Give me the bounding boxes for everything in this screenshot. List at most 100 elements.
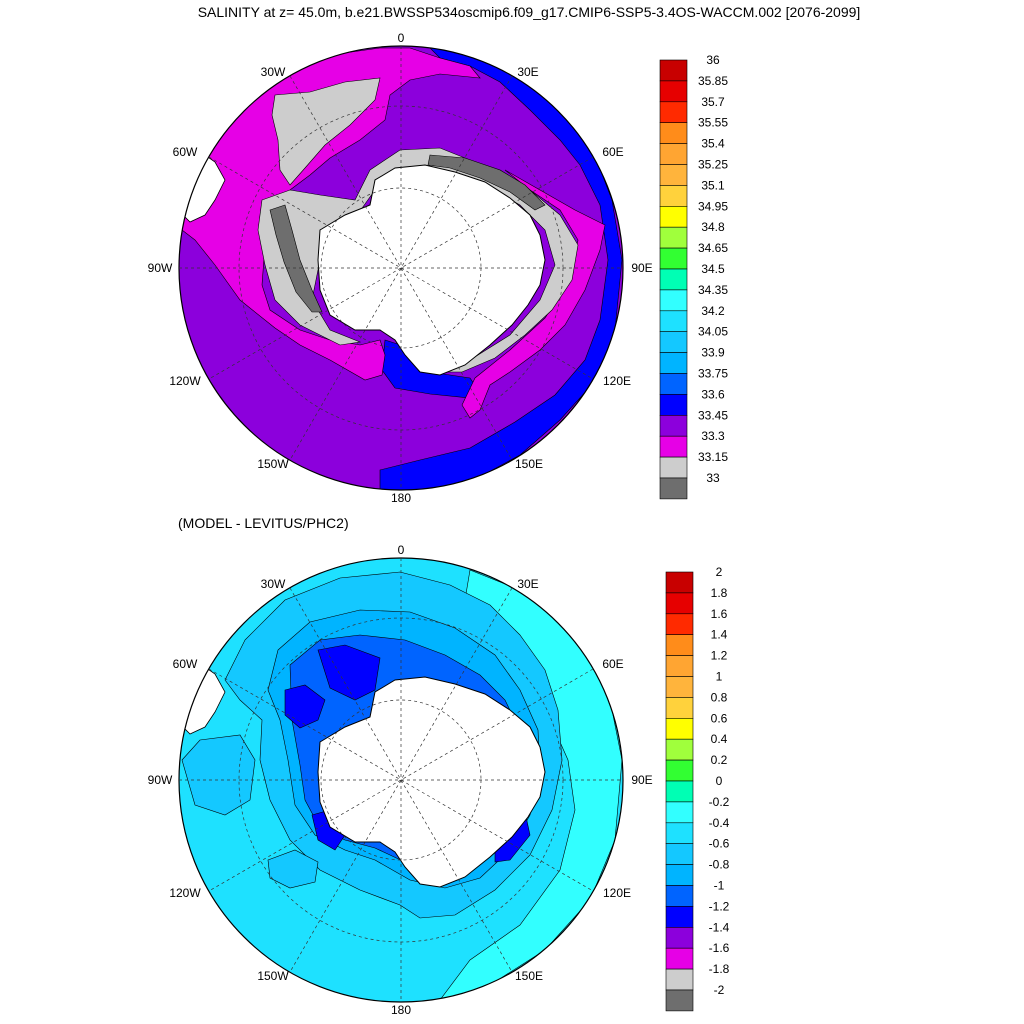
longitude-label: 30W bbox=[261, 577, 286, 591]
longitude-label: 30E bbox=[517, 577, 538, 591]
colorbar-swatch bbox=[659, 394, 688, 416]
colorbar-tick-label: -1.8 bbox=[709, 962, 730, 976]
colorbar-swatch bbox=[659, 122, 688, 144]
salinity-grey-shelf-weddell bbox=[271, 77, 381, 186]
colorbar-tick-label: 34.5 bbox=[701, 262, 725, 276]
longitude-label: 30E bbox=[517, 65, 538, 79]
difference-band-1.2-north bbox=[317, 644, 381, 701]
colorbar-swatch bbox=[659, 59, 688, 82]
colorbar-tick-label: 34.05 bbox=[698, 325, 728, 339]
colorbar-swatch bbox=[665, 989, 694, 1012]
colorbar-swatch bbox=[665, 822, 694, 844]
colorbar-tick-label: 33.45 bbox=[698, 408, 728, 422]
colorbar-tick-label: -2 bbox=[714, 983, 725, 997]
colorbar-tick-label: 2 bbox=[716, 565, 723, 579]
colorbar-swatch bbox=[665, 864, 694, 886]
longitude-label: 150W bbox=[257, 457, 289, 471]
colorbar-tick-label: 1.6 bbox=[711, 607, 728, 621]
colorbar-swatch bbox=[665, 571, 694, 594]
difference-panel: 0 30E 60E 90E 120E 150E 180 150W 120W 90W 60W 30W 2… bbox=[148, 543, 730, 1017]
longitude-label: 90W bbox=[148, 773, 173, 787]
colorbar-tick-label: 1 bbox=[716, 670, 723, 684]
colorbar-swatch bbox=[665, 717, 694, 740]
longitude-label: 60E bbox=[602, 145, 623, 159]
colorbar-swatch bbox=[659, 101, 688, 124]
longitude-label: 120W bbox=[169, 886, 201, 900]
colorbar-tick-label: 34.95 bbox=[698, 199, 728, 213]
colorbar-tick-label: 33.15 bbox=[698, 450, 728, 464]
colorbar-swatch bbox=[665, 947, 694, 970]
colorbar-swatch bbox=[665, 926, 694, 949]
longitude-label: 90E bbox=[631, 773, 652, 787]
colorbar-tick-label: 34.8 bbox=[701, 220, 725, 234]
colorbar-tick-label: 34.35 bbox=[698, 283, 728, 297]
colorbar-tick-label: -0.6 bbox=[709, 837, 730, 851]
longitude-label: 120E bbox=[603, 374, 631, 388]
colorbar-swatch bbox=[665, 613, 694, 635]
colorbar-tick-label: -1 bbox=[714, 879, 725, 893]
colorbar-swatch bbox=[665, 801, 694, 824]
longitude-label: 30W bbox=[261, 65, 286, 79]
colorbar-tick-label: 35.1 bbox=[701, 178, 725, 192]
colorbar-tick-label: 33.9 bbox=[701, 346, 725, 360]
salinity-dark-grey-coast-west bbox=[269, 204, 323, 313]
difference-patch-southwest bbox=[267, 849, 319, 889]
colorbar-tick-label: -1.2 bbox=[709, 899, 730, 913]
colorbar-tick-label: 0.4 bbox=[711, 732, 728, 746]
longitude-label: 90E bbox=[631, 261, 652, 275]
colorbar-swatch bbox=[659, 80, 688, 103]
salinity-grey-shelf-ring bbox=[257, 147, 579, 373]
colorbar-tick-label: 0 bbox=[716, 774, 723, 788]
colorbar-tick-label: 0.8 bbox=[711, 690, 728, 704]
longitude-label: 90W bbox=[148, 261, 173, 275]
figure-title: SALINITY at z= 45.0m, b.e21.BWSSP534oscm… bbox=[198, 4, 861, 20]
salinity-panel: 0 30E 60E 90E 120E 150E 180 150W 120W 90W 60W 30W 3… bbox=[148, 31, 729, 505]
colorbar-swatch bbox=[665, 655, 694, 677]
salinity-colorbar-legend: 36 35.85 35.7 35.55 35.4 35.25 35.1 34.95 34.8 34… bbox=[659, 53, 728, 500]
colorbar-swatch bbox=[665, 906, 694, 928]
colorbar-swatch bbox=[665, 697, 694, 719]
longitude-label: 0 bbox=[398, 31, 405, 45]
colorbar-swatch bbox=[659, 247, 688, 270]
colorbar-tick-label: 33.75 bbox=[698, 367, 728, 381]
colorbar-swatch bbox=[659, 456, 688, 479]
colorbar-tick-label: 34.2 bbox=[701, 304, 725, 318]
difference-graticule bbox=[179, 558, 623, 1002]
colorbar-tick-label: -1.6 bbox=[709, 941, 730, 955]
longitude-label: 180 bbox=[391, 1003, 411, 1017]
difference-longitude-labels: 0 30E 60E 90E 120E 150E 180 150W 120W 90W 60W 30W bbox=[148, 543, 653, 1017]
colorbar-swatch bbox=[665, 738, 694, 761]
colorbar-tick-label: 35.55 bbox=[698, 116, 728, 130]
colorbar-swatch bbox=[665, 592, 694, 615]
colorbar-tick-label: 35.25 bbox=[698, 158, 728, 172]
longitude-label: 60W bbox=[173, 145, 198, 159]
longitude-label: 120W bbox=[169, 374, 201, 388]
colorbar-swatch bbox=[659, 352, 688, 374]
colorbar-tick-label: -0.8 bbox=[709, 858, 730, 872]
colorbar-swatch bbox=[665, 759, 694, 782]
colorbar-tick-label: 1.4 bbox=[711, 628, 728, 642]
colorbar-swatch bbox=[659, 226, 688, 249]
colorbar-swatch bbox=[659, 185, 688, 207]
colorbar-tick-label: 1.8 bbox=[711, 586, 728, 600]
colorbar-tick-label: 33.6 bbox=[701, 387, 725, 401]
colorbar-swatch bbox=[659, 289, 688, 312]
colorbar-tick-label: 35.85 bbox=[698, 74, 728, 88]
difference-panel-title: (MODEL - LEVITUS/PHC2) bbox=[178, 515, 349, 531]
colorbar-swatch bbox=[659, 143, 688, 165]
colorbar-tick-label: 1.2 bbox=[711, 649, 728, 663]
longitude-label: 60E bbox=[602, 657, 623, 671]
longitude-label: 150E bbox=[515, 969, 543, 983]
colorbar-swatch bbox=[659, 435, 688, 458]
longitude-label: 180 bbox=[391, 491, 411, 505]
colorbar-tick-label: 35.4 bbox=[701, 137, 725, 151]
longitude-label: 120E bbox=[603, 886, 631, 900]
colorbar-swatch bbox=[665, 885, 694, 907]
colorbar-swatch bbox=[659, 268, 688, 291]
colorbar-swatch bbox=[665, 968, 694, 991]
longitude-label: 150W bbox=[257, 969, 289, 983]
colorbar-tick-label: 35.7 bbox=[701, 95, 725, 109]
colorbar-tick-label: 33.3 bbox=[701, 429, 725, 443]
longitude-label: 0 bbox=[398, 543, 405, 557]
colorbar-tick-label: 0.6 bbox=[711, 711, 728, 725]
